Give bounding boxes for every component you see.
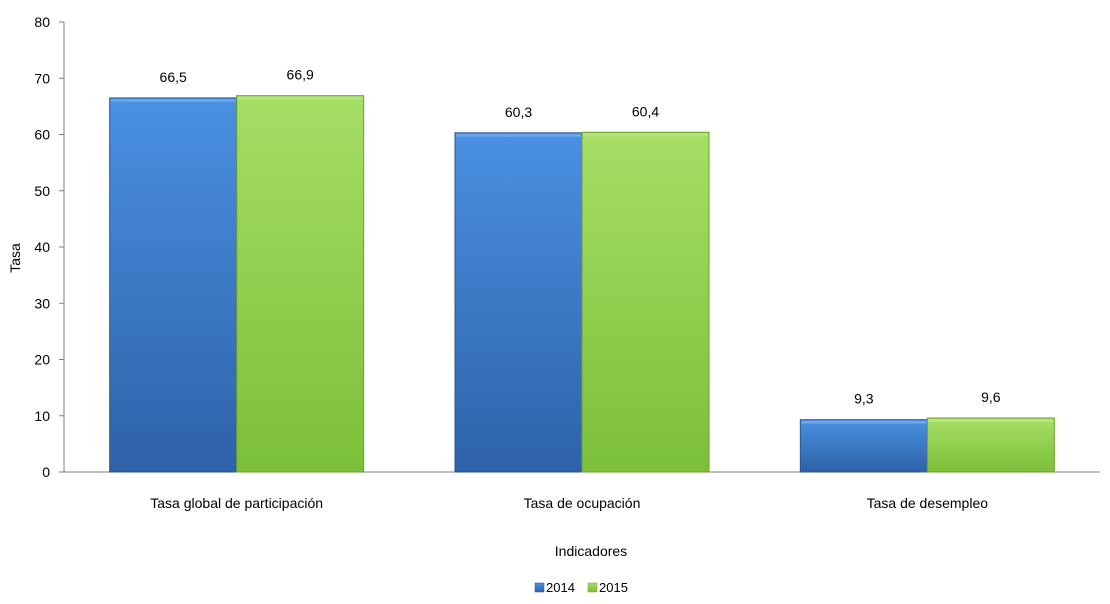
- legend-swatch-2015: [587, 582, 598, 593]
- y-tick-label: 20: [34, 352, 50, 368]
- category-labels: Tasa global de participación Tasa de ocup…: [150, 495, 988, 511]
- bar-2014-2: [454, 132, 583, 473]
- data-label-2014-1: 66,5: [160, 69, 187, 85]
- y-tick-label: 40: [34, 239, 50, 255]
- y-tick-label: 0: [42, 464, 50, 480]
- bar-highlight: [456, 133, 581, 137]
- bar-2014-1: [109, 97, 238, 473]
- bar-2014-3: [799, 419, 928, 473]
- legend-swatch-2014: [534, 582, 545, 593]
- category-label: Tasa de ocupación: [524, 495, 641, 511]
- y-tick-label: 10: [34, 408, 50, 424]
- data-label-2014-2: 60,3: [505, 104, 532, 120]
- data-label-2015-3: 9,6: [981, 389, 1001, 405]
- legend-label-2015: 2015: [599, 580, 628, 595]
- category-label: Tasa de desempleo: [867, 495, 989, 511]
- y-tick-label: 30: [34, 295, 50, 311]
- data-label-2015-2: 60,4: [632, 103, 659, 119]
- bar-highlight: [928, 419, 1054, 422]
- y-tick-label: 80: [34, 14, 50, 30]
- bars: [109, 95, 1055, 473]
- bar-2015-3: [926, 417, 1055, 473]
- y-tick-label: 50: [34, 183, 50, 199]
- x-axis-title: Indicadores: [555, 543, 627, 559]
- legend-label-2014: 2014: [546, 580, 575, 595]
- bar-highlight: [237, 96, 363, 100]
- data-label-2015-1: 66,9: [287, 67, 314, 83]
- bar-highlight: [110, 98, 236, 102]
- data-label-2014-3: 9,3: [854, 391, 874, 407]
- bar-highlight: [583, 133, 708, 137]
- data-labels: 66,5 66,9 60,3 60,4 9,3 9,6: [160, 67, 1001, 407]
- bar-highlight: [801, 420, 927, 424]
- category-label: Tasa global de participación: [150, 495, 323, 511]
- bar-2015-1: [236, 95, 365, 473]
- y-tick-label: 60: [34, 127, 50, 143]
- legend: 2014 2015: [534, 580, 628, 595]
- bar-2015-2: [581, 131, 710, 473]
- y-ticks: 0 10 20 30 40 50 60 70 80: [34, 14, 64, 480]
- y-tick-label: 70: [34, 70, 50, 86]
- y-axis-title: Tasa: [7, 243, 23, 273]
